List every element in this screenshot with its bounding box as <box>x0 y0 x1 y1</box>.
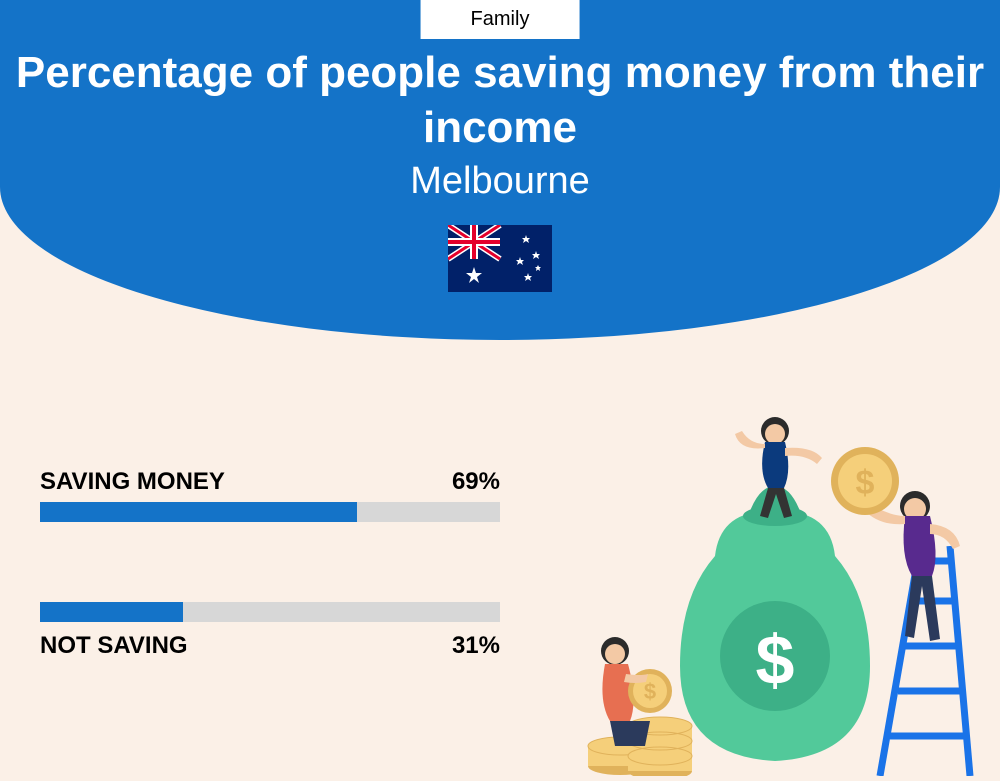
bar-track <box>40 502 500 522</box>
page-title: Percentage of people saving money from t… <box>0 45 1000 155</box>
svg-text:$: $ <box>756 621 795 699</box>
bar-value: 31% <box>452 632 500 660</box>
bar-value: 69% <box>452 468 500 496</box>
category-label: Family <box>471 8 530 30</box>
bar-track <box>40 602 500 622</box>
page-subtitle: Melbourne <box>0 160 1000 203</box>
bar-label: SAVING MONEY <box>40 468 225 496</box>
bar-fill <box>40 602 183 622</box>
australia-flag-icon <box>448 225 552 292</box>
bar-row-saving: SAVING MONEY 69% <box>40 468 500 522</box>
svg-text:$: $ <box>644 679 656 704</box>
bar-label: NOT SAVING <box>40 632 188 660</box>
person-ladder-icon <box>865 491 960 641</box>
bar-row-not-saving: NOT SAVING 31% <box>40 602 500 660</box>
bar-fill <box>40 502 357 522</box>
bars-area: SAVING MONEY 69% NOT SAVING 31% <box>40 468 500 740</box>
bar-labels: NOT SAVING 31% <box>40 632 500 660</box>
coin-icon: $ <box>831 447 899 515</box>
savings-illustration: $ $ <box>560 416 990 776</box>
category-badge: Family <box>421 0 580 39</box>
money-bag-icon: $ <box>680 486 870 761</box>
svg-text:$: $ <box>856 464 875 502</box>
bar-labels: SAVING MONEY 69% <box>40 468 500 496</box>
